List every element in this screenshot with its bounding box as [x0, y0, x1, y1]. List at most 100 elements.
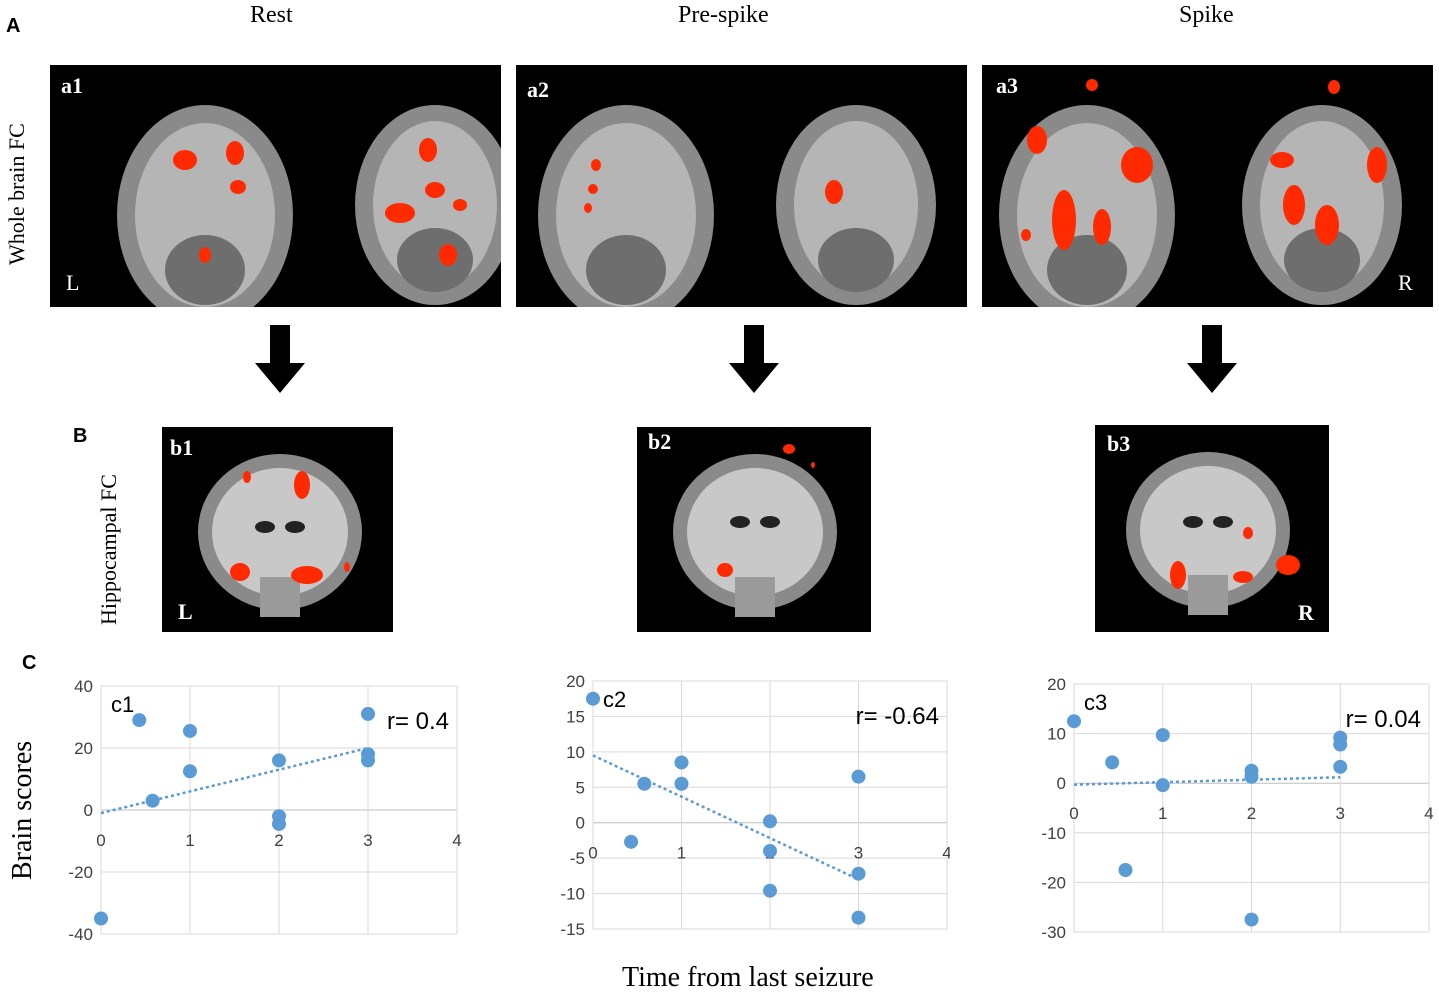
brain-image-a3: a3 R	[982, 65, 1433, 325]
data-point	[94, 911, 108, 926]
y-tick-label: 20	[74, 739, 93, 758]
panel-letter-c: C	[22, 652, 37, 674]
axial-slices-graphic	[999, 79, 1402, 325]
data-point	[763, 883, 777, 898]
brain-image-a1: a1 L	[50, 65, 515, 325]
y-tick-label: 0	[84, 801, 93, 820]
data-point	[1333, 759, 1348, 774]
brain-image-a2: a2	[516, 65, 967, 325]
panel-letter-b: B	[73, 425, 88, 447]
data-point	[763, 814, 777, 829]
row-label-whole-brain: Whole brain FC	[4, 123, 29, 265]
y-tick-label: 0	[1057, 774, 1066, 793]
panel-letter-a: A	[6, 15, 21, 37]
trendline	[100, 746, 369, 815]
x-tick-label: 4	[942, 844, 950, 863]
x-tick-label: 2	[274, 831, 283, 850]
correlation-label: r= 0.4	[387, 708, 449, 735]
data-point	[1118, 863, 1133, 877]
data-point	[145, 793, 160, 808]
y-tick-label: -10	[560, 885, 585, 904]
data-point	[1244, 912, 1259, 927]
y-tick-label: -30	[1041, 923, 1066, 942]
y-tick-label: -15	[560, 920, 585, 939]
y-axis-label: Brain scores	[7, 740, 38, 880]
side-label-left: L	[66, 270, 80, 295]
data-point	[851, 769, 866, 784]
y-tick-label: 20	[566, 672, 585, 691]
column-title-spike: Spike	[1179, 2, 1234, 28]
column-title-rest: Rest	[250, 2, 293, 28]
panel-tag-c3: c3	[1084, 690, 1107, 715]
side-label-right: R	[1298, 600, 1314, 625]
data-point	[272, 816, 286, 831]
x-tick-label: 2	[1247, 804, 1256, 823]
x-tick-label: 4	[452, 831, 461, 850]
data-point	[624, 834, 639, 849]
x-tick-label: 3	[854, 844, 863, 863]
panel-tag-b1: b1	[170, 435, 194, 460]
panel-tag-c2: c2	[603, 687, 626, 712]
data-point	[361, 706, 375, 721]
axial-slices-graphic	[538, 105, 936, 325]
x-tick-label: 3	[363, 831, 372, 850]
panel-tag-b2: b2	[648, 429, 672, 454]
x-tick-label: 3	[1336, 804, 1345, 823]
data-point	[1105, 755, 1120, 770]
panel-tag-c1: c1	[111, 692, 134, 717]
y-tick-label: -20	[1041, 873, 1066, 892]
data-point	[586, 691, 600, 706]
data-point	[851, 910, 866, 925]
x-axis-label: Time from last seizure	[622, 962, 874, 993]
data-point	[183, 764, 197, 779]
x-tick-label: 1	[1158, 804, 1167, 823]
data-point	[132, 713, 147, 728]
down-arrow-1	[255, 325, 305, 393]
data-point	[1067, 714, 1081, 729]
data-point	[183, 723, 197, 738]
correlation-label: r= 0.04	[1346, 706, 1421, 733]
y-tick-label: 40	[74, 677, 93, 696]
data-point	[272, 753, 286, 768]
x-tick-label: 0	[588, 844, 597, 863]
column-title-pre-spike: Pre-spike	[678, 2, 769, 28]
panel-tag-a3: a3	[996, 73, 1018, 98]
coronal-slice-graphic	[1126, 452, 1300, 615]
data-point	[851, 866, 866, 881]
row-label-hippocampal: Hippocampal FC	[96, 474, 121, 625]
coronal-slice-graphic	[673, 444, 837, 617]
side-label-right: R	[1398, 270, 1413, 295]
down-arrow-2	[729, 325, 779, 393]
down-arrow-3	[1187, 325, 1237, 393]
x-tick-label: 1	[185, 831, 194, 850]
y-tick-label: 10	[566, 743, 585, 762]
brain-image-b1: b1 L	[162, 427, 393, 632]
y-tick-label: -20	[68, 863, 93, 882]
x-tick-label: 1	[677, 844, 686, 863]
trendline	[592, 754, 860, 881]
y-tick-label: -40	[68, 925, 93, 944]
brain-image-b3: b3 R	[1095, 425, 1329, 632]
side-label-left: L	[178, 599, 193, 624]
data-point	[1244, 769, 1259, 784]
data-point	[1155, 778, 1170, 793]
data-point	[1333, 737, 1348, 752]
panel-tag-b3: b3	[1107, 431, 1131, 456]
data-point	[674, 755, 689, 770]
y-tick-label: -5	[570, 849, 585, 868]
axial-slices-graphic	[117, 105, 515, 325]
panel-tag-a2: a2	[527, 77, 549, 102]
y-tick-label: 0	[576, 814, 585, 833]
data-point	[1155, 728, 1170, 743]
brain-image-b2: b2	[637, 427, 871, 632]
panel-tag-a1: a1	[61, 73, 83, 98]
data-point	[763, 844, 777, 859]
y-tick-label: -10	[1041, 824, 1066, 843]
y-tick-label: 20	[1047, 675, 1066, 694]
x-tick-label: 0	[96, 831, 105, 850]
data-point	[674, 776, 689, 791]
trendline	[1073, 775, 1341, 786]
